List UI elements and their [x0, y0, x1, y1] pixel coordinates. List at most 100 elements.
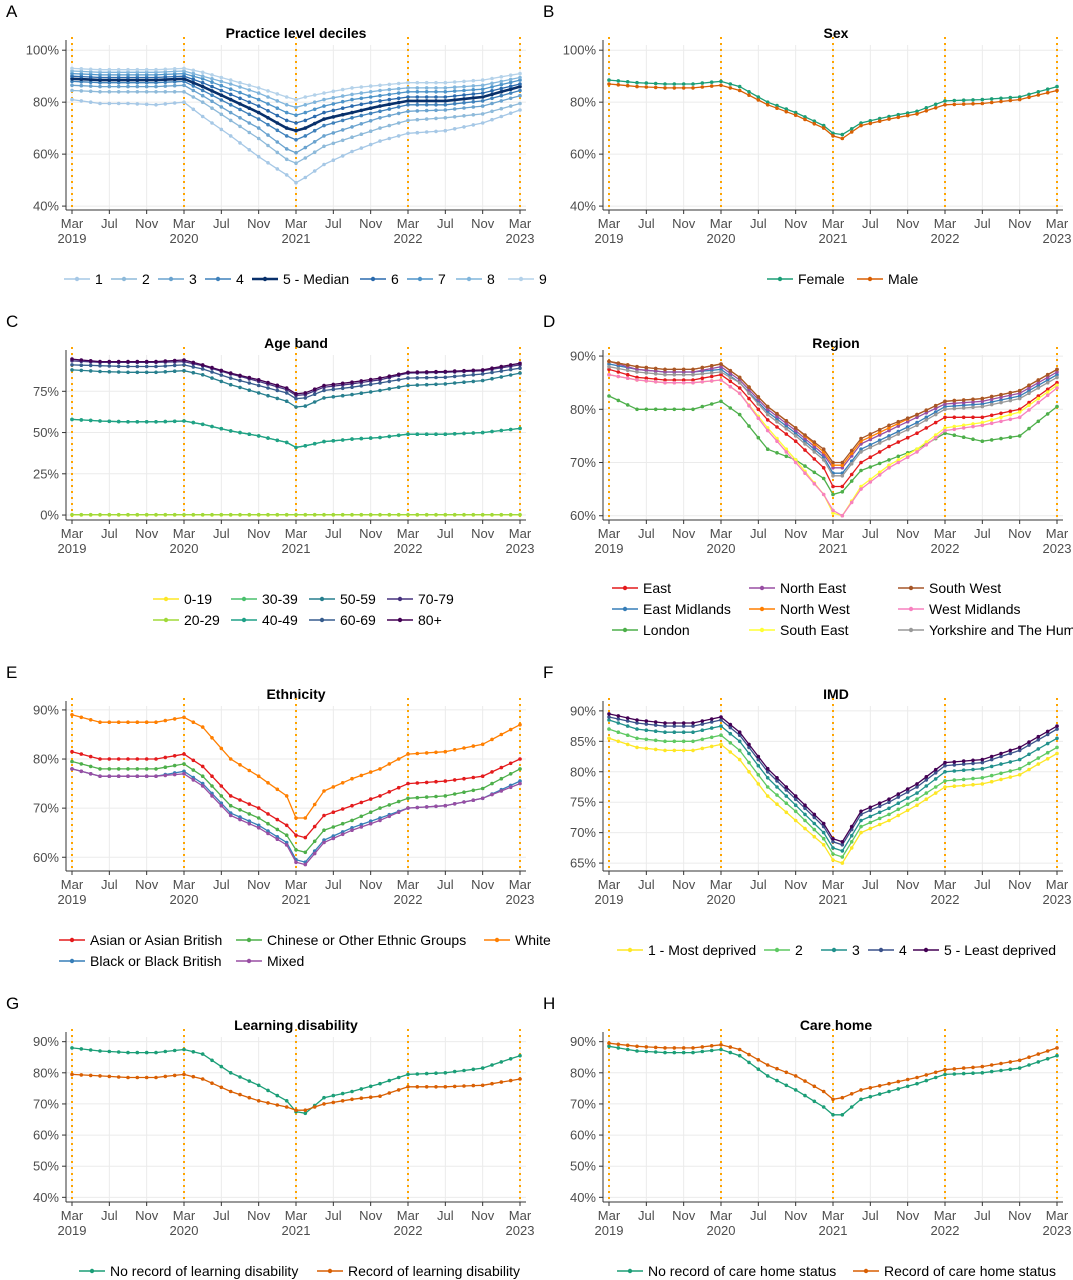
- data-point: [415, 109, 420, 113]
- data-point: [368, 100, 373, 105]
- data-point: [943, 1067, 947, 1072]
- data-point: [340, 138, 345, 143]
- data-point: [859, 460, 863, 465]
- data-point: [1027, 92, 1031, 97]
- data-point: [980, 1064, 985, 1069]
- data-point: [635, 378, 639, 382]
- data-point: [1008, 390, 1013, 395]
- data-point: [480, 1083, 485, 1088]
- legend-item: 2: [111, 271, 150, 287]
- data-point: [88, 100, 93, 104]
- y-tick-label: 60%: [570, 508, 596, 523]
- data-point: [434, 1071, 438, 1075]
- data-point: [247, 83, 252, 88]
- data-point: [1017, 1058, 1022, 1063]
- data-point: [896, 458, 901, 462]
- legend-label: 3: [852, 942, 860, 958]
- data-point: [747, 760, 751, 765]
- data-point: [107, 419, 112, 424]
- data-point: [709, 735, 714, 740]
- data-point: [971, 424, 975, 429]
- data-point: [887, 466, 891, 470]
- data-point: [172, 83, 177, 88]
- y-tick-label: 70%: [570, 825, 596, 840]
- data-point: [868, 814, 873, 819]
- data-point: [424, 375, 429, 380]
- data-point: [396, 86, 401, 91]
- data-point: [887, 812, 891, 817]
- data-point: [135, 512, 140, 517]
- data-point: [989, 418, 994, 422]
- data-point: [312, 441, 317, 446]
- data-point: [480, 372, 485, 376]
- data-point: [840, 849, 845, 853]
- data-point: [971, 102, 975, 106]
- data-point: [163, 512, 168, 517]
- legend-item: 1: [64, 271, 103, 287]
- data-point: [849, 833, 854, 838]
- data-point: [350, 1089, 354, 1094]
- data-point: [616, 721, 621, 725]
- data-point: [1036, 1060, 1041, 1064]
- data-point: [191, 758, 196, 763]
- data-point: [247, 148, 252, 152]
- data-point: [616, 361, 621, 366]
- data-point: [182, 100, 186, 104]
- data-point: [887, 806, 891, 811]
- data-point: [238, 141, 242, 145]
- data-point: [275, 512, 280, 517]
- x-tick-label: Nov: [896, 1208, 920, 1223]
- data-point: [849, 1105, 854, 1109]
- data-point: [219, 127, 224, 132]
- data-point: [905, 455, 910, 460]
- data-point: [999, 419, 1003, 424]
- data-point: [508, 84, 513, 89]
- series-south-west: [607, 359, 1059, 465]
- data-point: [1036, 400, 1041, 405]
- series-9: [70, 66, 522, 102]
- data-point: [672, 1050, 677, 1055]
- data-point: [887, 1089, 891, 1094]
- data-point: [275, 396, 280, 401]
- data-point: [480, 83, 485, 88]
- x-tick-label: Mar: [598, 1208, 621, 1223]
- data-point: [256, 816, 261, 820]
- data-point: [200, 77, 205, 81]
- data-point: [971, 415, 975, 420]
- x-tick-year-label: 2020: [707, 892, 736, 907]
- data-point: [480, 87, 485, 91]
- data-point: [1036, 90, 1041, 94]
- data-point: [331, 96, 336, 100]
- data-point: [331, 121, 336, 125]
- legend-label: 40-49: [262, 612, 298, 628]
- data-point: [1036, 419, 1041, 424]
- data-point: [480, 378, 485, 383]
- data-point: [98, 90, 102, 94]
- x-tick-year-label: 2021: [819, 1223, 848, 1238]
- data-point: [471, 798, 476, 802]
- data-point: [415, 1085, 420, 1089]
- data-point: [312, 100, 317, 104]
- data-point: [415, 1072, 420, 1076]
- data-point: [462, 97, 466, 101]
- legend-key-point: [69, 958, 75, 964]
- data-point: [312, 121, 317, 126]
- data-point: [663, 82, 667, 86]
- data-point: [616, 366, 621, 371]
- data-point: [126, 73, 130, 77]
- data-point: [368, 129, 373, 133]
- legend-label: Male: [888, 271, 919, 287]
- data-point: [1008, 748, 1013, 753]
- data-point: [840, 861, 845, 865]
- data-point: [340, 821, 345, 826]
- data-point: [294, 816, 298, 820]
- legend-key-point: [241, 596, 247, 602]
- data-point: [471, 379, 476, 384]
- data-point: [350, 828, 354, 832]
- data-point: [340, 154, 345, 158]
- data-point: [144, 757, 149, 761]
- legend-key-point: [74, 276, 80, 282]
- y-tick-label: 40%: [570, 199, 596, 214]
- series-1-most-deprived: [607, 736, 1059, 865]
- data-point: [284, 173, 289, 177]
